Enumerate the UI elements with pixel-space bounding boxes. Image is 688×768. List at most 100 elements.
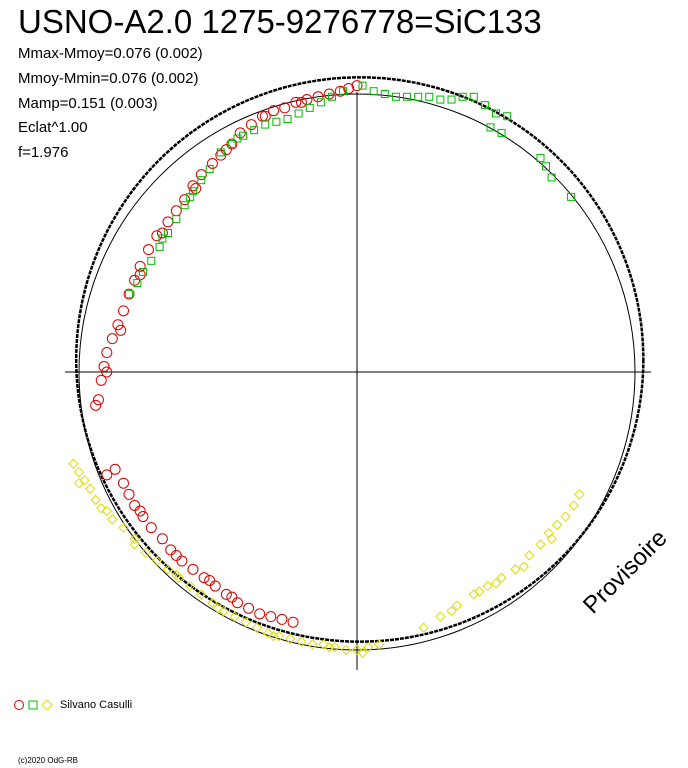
circle-point-0-60 xyxy=(101,469,113,481)
square-point-1-32 xyxy=(205,165,214,174)
circle-point-0-50 xyxy=(187,563,199,575)
square-point-1-4 xyxy=(403,92,412,101)
square-point-1-44 xyxy=(158,234,167,243)
square-point-1-24 xyxy=(294,109,303,118)
square-point-1-5 xyxy=(414,92,423,101)
model-curve xyxy=(74,76,645,643)
diamond-point-2-53 xyxy=(171,569,182,581)
chart-title: USNO-A2.0 1275-9276778=SiC133 xyxy=(18,3,542,40)
stat-mmax-mmoy: Mmax-Mmoy=0.076 (0.002) xyxy=(18,45,203,62)
diamond-point-2-8 xyxy=(129,533,140,545)
square-point-1-35 xyxy=(180,201,189,210)
diamond-point-2-55 xyxy=(268,630,279,642)
circle-point-0-59 xyxy=(287,616,299,628)
square-point-1-10 xyxy=(469,92,478,101)
circle-point-0-45 xyxy=(137,511,149,523)
circle-point-0-2 xyxy=(334,85,346,97)
circle-point-0-7 xyxy=(279,102,291,114)
square-point-1-34 xyxy=(188,187,197,196)
circle-point-0-19 xyxy=(162,216,174,228)
diamond-point-2-44 xyxy=(574,489,585,500)
square-point-1-33 xyxy=(197,176,206,185)
diamond-point-2-26 xyxy=(329,642,340,653)
square-point-1-29 xyxy=(239,131,248,140)
circle-point-0-41 xyxy=(109,463,121,475)
circle-point-0-6 xyxy=(290,96,302,108)
square-point-1-21 xyxy=(327,92,336,101)
diamond-point-2-31 xyxy=(418,622,429,633)
circle-point-0-54 xyxy=(231,597,243,609)
diamond-point-2-47 xyxy=(490,578,502,589)
circle-point-0-29 xyxy=(98,360,110,372)
square-point-1-26 xyxy=(272,117,281,126)
circle-point-0-52 xyxy=(209,580,221,592)
diamond-point-2-56 xyxy=(323,642,335,653)
diamond-point-2-7 xyxy=(118,522,129,533)
square-point-1-13 xyxy=(503,112,512,121)
square-point-1-45 xyxy=(233,134,242,143)
square-point-1-8 xyxy=(447,95,456,104)
square-point-1-12 xyxy=(492,109,500,118)
diamond-point-2-29 xyxy=(362,642,374,653)
circle-point-0-28 xyxy=(101,347,113,359)
circle-point-0-9 xyxy=(256,110,268,122)
stat-mmoy-mmin: Mmoy-Mmin=0.076 (0.002) xyxy=(18,70,199,87)
circle-point-0-61 xyxy=(134,505,146,517)
diamond-point-2-42 xyxy=(560,511,571,522)
circle-point-0-8 xyxy=(268,105,280,117)
square-point-1-41 xyxy=(133,279,142,288)
circle-point-0-34 xyxy=(115,324,127,336)
diamond-point-2-18 xyxy=(240,616,252,628)
circle-point-0-31 xyxy=(92,394,104,406)
circle-point-0-43 xyxy=(123,488,135,500)
square-point-1-17 xyxy=(542,162,551,171)
circle-point-0-37 xyxy=(190,183,202,195)
square-point-1-27 xyxy=(261,120,270,129)
circle-point-0-20 xyxy=(151,230,163,242)
circle-point-0-40 xyxy=(295,96,307,108)
diamond-point-2-0 xyxy=(68,458,79,469)
stat-eclat: Eclat^1.00 xyxy=(18,119,88,136)
diamond-point-2-10 xyxy=(151,555,163,567)
diamond-point-2-48 xyxy=(474,586,485,597)
circle-point-0-58 xyxy=(276,613,288,625)
circle-point-0-23 xyxy=(129,274,141,286)
diamond-point-2-54 xyxy=(212,603,224,614)
diamond-point-2-45 xyxy=(546,533,557,545)
diamond-point-2-52 xyxy=(129,539,140,550)
square-point-1-40 xyxy=(138,267,147,276)
circle-point-0-15 xyxy=(195,169,207,181)
square-point-1-20 xyxy=(339,87,348,96)
square-point-1-15 xyxy=(497,128,506,137)
diamond-point-2-14 xyxy=(196,589,207,600)
circle-point-0-62 xyxy=(170,549,182,561)
diamond-point-2-38 xyxy=(524,550,535,561)
copyright-notice: (c)2020 OdG-RB xyxy=(18,756,79,765)
diamond-point-2-25 xyxy=(318,639,329,650)
square-point-1-0 xyxy=(358,81,367,90)
diamond-point-2-27 xyxy=(340,644,352,656)
square-point-1-25 xyxy=(283,115,292,124)
square-point-1-36 xyxy=(172,215,181,224)
circle-point-0-18 xyxy=(170,205,182,217)
circle-point-0-56 xyxy=(254,608,266,620)
circle-point-0-36 xyxy=(156,227,168,239)
diamond-point-2-20 xyxy=(262,628,274,639)
circle-point-0-49 xyxy=(176,555,188,567)
square-point-1-16 xyxy=(536,153,545,162)
diamond-point-2-2 xyxy=(79,475,90,486)
circle-point-0-17 xyxy=(179,194,191,206)
legend-circle-marker xyxy=(14,700,24,710)
diamond-point-2-49 xyxy=(446,605,457,617)
diamond-point-2-43 xyxy=(568,500,580,511)
circle-point-0-24 xyxy=(123,288,135,300)
square-point-1-37 xyxy=(163,229,172,237)
diamond-point-2-3 xyxy=(84,483,96,494)
circle-point-0-64 xyxy=(226,591,238,603)
legend-square-marker xyxy=(28,700,38,710)
diamond-point-2-28 xyxy=(351,644,363,656)
circle-point-0-16 xyxy=(187,180,199,192)
legend-author: Silvano Casulli xyxy=(60,699,133,711)
circle-point-0-11 xyxy=(234,127,246,139)
circle-point-0-13 xyxy=(215,149,227,161)
